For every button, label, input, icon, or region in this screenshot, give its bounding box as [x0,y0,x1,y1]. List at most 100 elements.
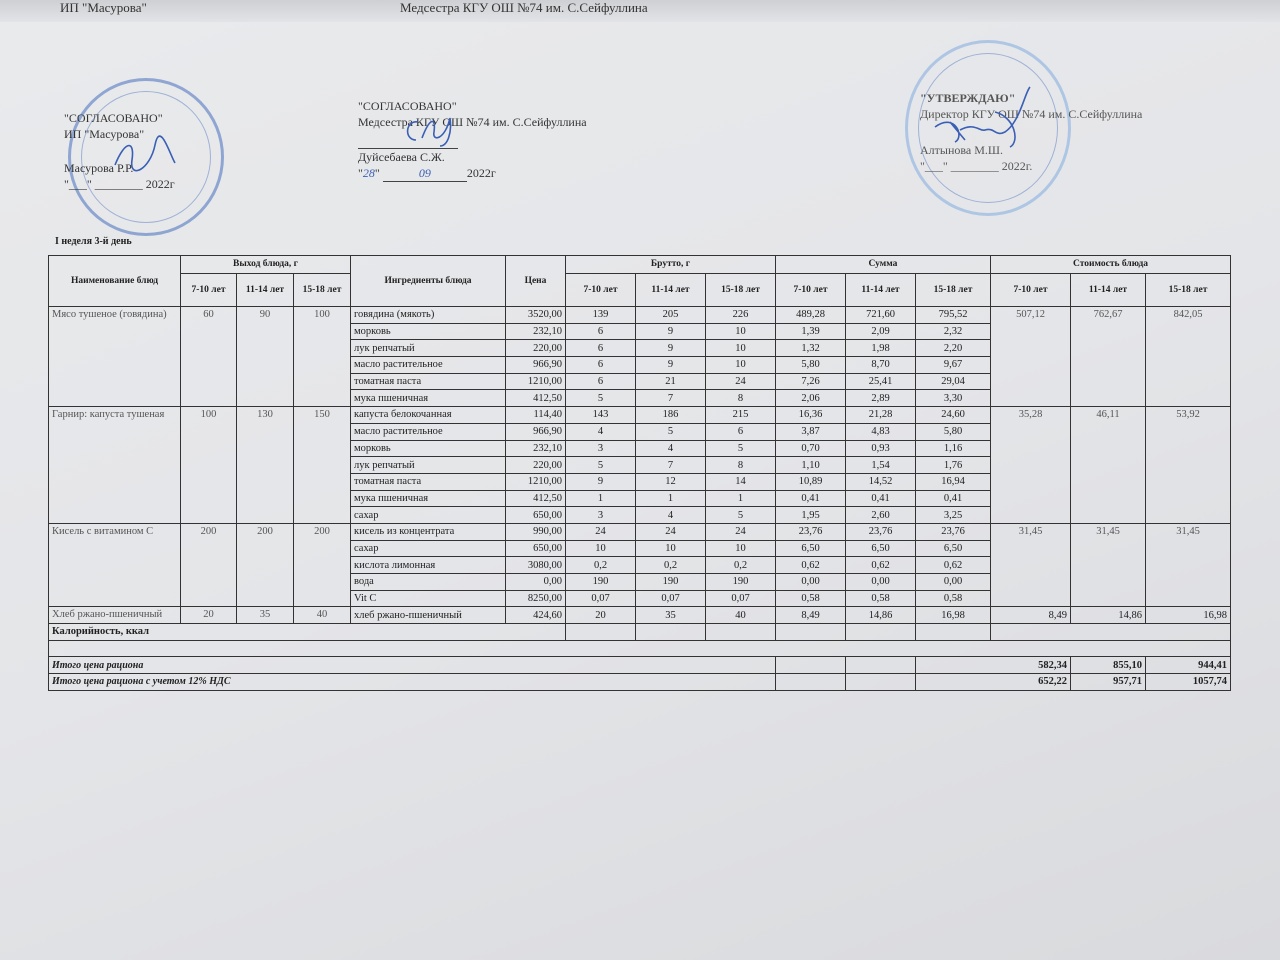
sum-value: 29,04 [915,372,991,391]
ingredient-price: 412,50 [505,389,566,408]
gross-value: 0,2 [565,556,636,574]
sum-value: 0,93 [845,439,916,458]
calories-cell [705,623,776,641]
dish-yield: 200 [180,522,237,608]
table-row: сахар 650,00 3 4 5 1,95 2,60 3,25 [49,506,1231,524]
dish-cost: 31,45 [990,522,1071,608]
sum-value: 0,00 [845,573,916,591]
table-row: масло растительное 966,90 4 5 6 3,87 4,83 5,80 [49,422,1231,441]
approval-name: Алтынова М.Ш. [920,143,1003,157]
dish-cost: 16,98 [1145,606,1231,625]
table-row: кислота лимонная 3080,00 0,2 0,2 0,2 0,62 0,62… [49,556,1231,574]
sum-value: 1,32 [775,339,846,358]
gross-value: 3 [565,439,636,458]
sum-value: 1,16 [915,439,991,458]
sum-value: 0,62 [775,556,846,574]
gross-value: 7 [635,456,706,474]
header-age: 15-18 лет [293,273,351,307]
week-label: I неделя 3-й день [55,236,132,247]
sum-value: 1,54 [845,456,916,474]
strip-text-left: ИП "Масурова" [60,0,147,15]
gross-value: 1 [705,489,776,508]
header-age: 7-10 лет [565,273,636,307]
header-age: 7-10 лет [990,273,1071,307]
sum-value: 2,20 [915,339,991,358]
calories-cell [845,623,916,641]
sum-value: 21,28 [845,406,916,424]
header-age: 11-14 лет [236,273,294,307]
approval-title: "СОГЛАСОВАНО" [64,111,163,125]
dish-yield: 40 [293,606,351,625]
ingredient-price: 424,60 [505,606,566,625]
table-row: Гарнир: капуста тушеная 100 130 150 капуста … [48,406,1231,524]
sum-value: 1,98 [845,339,916,358]
dish-yield: 100 [180,406,237,524]
ingredient-name: морковь [350,322,506,341]
ingredient-name: лук репчатый [350,339,506,358]
sum-value: 2,32 [915,322,991,341]
ingredient-price: 232,10 [505,322,566,341]
gross-value: 4 [635,506,706,524]
sum-value: 3,25 [915,506,991,524]
total-vat-row-value: 957,71 [1070,673,1146,691]
gross-value: 35 [635,606,706,625]
gross-value: 5 [565,456,636,474]
gross-value: 6 [705,422,776,441]
gross-value: 6 [565,339,636,358]
sum-value: 0,58 [775,589,846,608]
ingredient-name: морковь [350,439,506,458]
sum-value: 489,28 [775,306,846,324]
gross-value: 205 [635,306,706,324]
approval-org: Медсестра КГУ ОШ №74 им. С.Сейфуллина [358,115,587,129]
sum-value: 0,41 [915,489,991,508]
dish-name: Кисель с витамином С [48,522,181,608]
table-row: томатная паста 1210,00 6 21 24 7,26 25,41 29,04 [49,372,1231,391]
gross-value: 24 [565,522,636,541]
header-sum: Сумма [775,255,991,274]
empty-cell [845,656,916,675]
header-yield: Выход блюда, г [180,255,351,274]
gross-value: 190 [635,573,706,591]
gross-value: 24 [635,522,706,541]
menu-cost-table: Наименование блюд Выход блюда, г Ингреди… [48,255,1231,691]
gross-value: 10 [565,539,636,558]
ingredient-price: 966,90 [505,356,566,374]
date-day: 28 [362,166,375,180]
blank-row [48,639,1231,658]
ingredient-name: мука пшеничная [350,389,506,408]
approval-title: "СОГЛАСОВАНО" [358,99,457,113]
gross-value: 5 [705,506,776,524]
ingredient-name: сахар [350,539,506,558]
gross-value: 1 [565,489,636,508]
header-age: 15-18 лет [915,273,991,307]
approval-org: Директор КГУ ОШ №74 им. С.Сейфуллина [920,107,1143,121]
dish-cost: 8,49 [990,606,1071,625]
sum-value: 3,30 [915,389,991,408]
dish-yield: 130 [236,406,294,524]
sum-value: 0,62 [915,556,991,574]
gross-value: 0,2 [635,556,706,574]
date-month: 09 [382,165,467,182]
gross-value: 226 [705,306,776,324]
sum-value: 7,26 [775,372,846,391]
dish-name: Хлеб ржано-пшеничный [48,606,181,625]
empty-cell [775,656,846,675]
gross-value: 12 [635,472,706,491]
ingredient-name: масло растительное [350,356,506,374]
gross-value: 4 [565,422,636,441]
ingredient-name: мука пшеничная [350,489,506,508]
total-row-value: 855,10 [1070,656,1146,675]
sum-value: 25,41 [845,372,916,391]
calories-cell [565,623,636,641]
sum-value: 14,52 [845,472,916,491]
sum-value: 1,10 [775,456,846,474]
sum-value: 8,70 [845,356,916,374]
gross-value: 139 [565,306,636,324]
header-age: 15-18 лет [1145,273,1231,307]
sum-value: 2,89 [845,389,916,408]
gross-value: 10 [705,356,776,374]
gross-value: 24 [705,522,776,541]
header-age: 11-14 лет [1070,273,1146,307]
sum-value: 16,98 [915,606,991,625]
ingredient-price: 232,10 [505,439,566,458]
